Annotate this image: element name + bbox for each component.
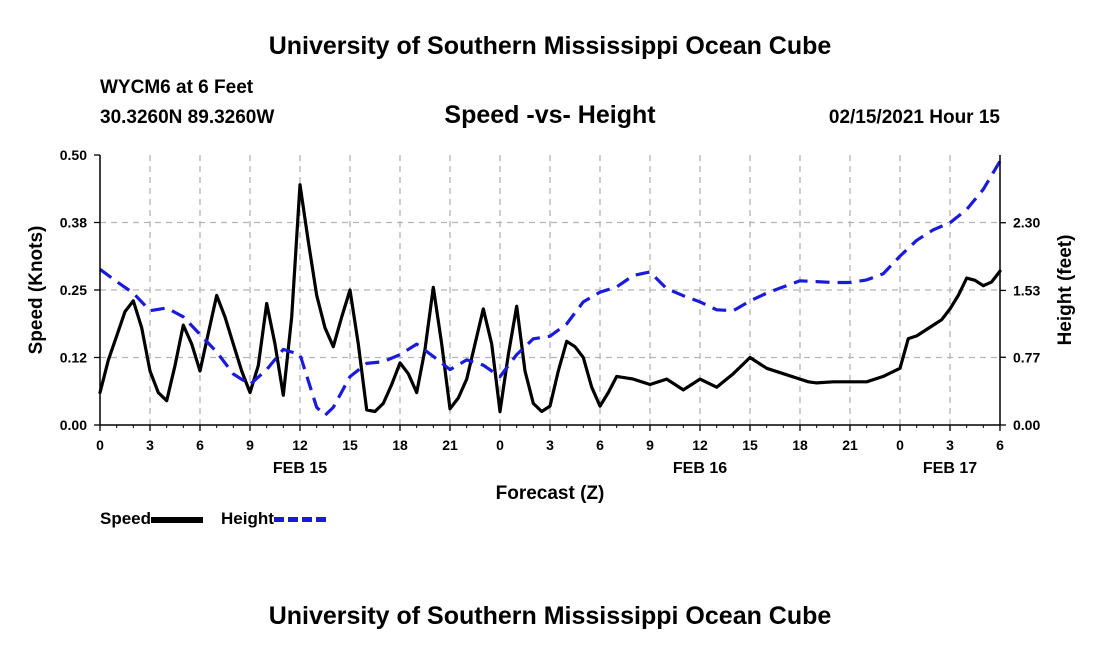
x-tick-label: 12 <box>292 437 308 453</box>
x-tick-label: 15 <box>342 437 358 453</box>
x-tick-label: 0 <box>96 437 104 453</box>
y-axis-label-right: Height (feet) <box>1055 234 1076 346</box>
series-line-height <box>99 160 1002 417</box>
x-tick-label: 9 <box>646 437 654 453</box>
legend-speed-swatch <box>151 516 204 523</box>
x-tick-label: 12 <box>692 437 708 453</box>
y-tick-label-left: 0.38 <box>60 215 87 231</box>
x-tick-label: 15 <box>742 437 758 453</box>
legend-speed-label: Speed <box>100 509 152 528</box>
series-line-speed <box>98 183 1002 414</box>
series-lines <box>98 160 1002 417</box>
y-tick-label-left: 0.12 <box>60 350 87 366</box>
axis-ticks: 0 3 6 9 12 15 18 21 0 3 6 9 12 15 18 21 0 3 6 FEB 15 FEB 16 F… <box>60 147 1041 477</box>
x-tick-label: 0 <box>496 437 504 453</box>
grid-lines <box>100 155 1000 425</box>
x-tick-label: 0 <box>896 437 904 453</box>
x-tick-label: 6 <box>596 437 604 453</box>
forecast-datetime: 02/15/2021 Hour 15 <box>828 107 1000 128</box>
station-coordinates: 30.3260N 89.3260W <box>100 107 275 128</box>
x-date-label: FEB 15 <box>273 460 327 477</box>
x-tick-label: 6 <box>196 437 204 453</box>
y-axis-label-left: Speed (Knots) <box>26 225 47 355</box>
x-tick-label: 9 <box>246 437 254 453</box>
x-axis-label: Forecast (Z) <box>495 483 605 504</box>
x-date-label: FEB 16 <box>673 460 727 477</box>
y-tick-label-right: 1.53 <box>1013 282 1040 298</box>
legend: Speed Height <box>100 509 326 529</box>
station-name: WYCM6 at 6 Feet <box>100 77 254 98</box>
y-tick-label-left: 0.25 <box>60 282 87 298</box>
banner-title-top: University of Southern Mississippi Ocean… <box>268 32 832 60</box>
y-tick-label-right: 2.30 <box>1013 215 1040 231</box>
x-tick-label: 21 <box>442 437 458 453</box>
y-tick-label-left: 0.00 <box>60 417 87 433</box>
y-tick-label-right: 0.00 <box>1013 417 1040 433</box>
chart-title: Speed -vs- Height <box>444 101 656 129</box>
legend-height-label: Height <box>221 509 274 528</box>
banner-title-bottom: University of Southern Mississippi Ocean… <box>268 602 832 630</box>
x-tick-label: 6 <box>996 437 1004 453</box>
legend-height-swatch <box>273 517 326 523</box>
x-tick-label: 3 <box>946 437 954 453</box>
x-date-label: FEB 17 <box>923 460 977 477</box>
x-tick-label: 18 <box>392 437 408 453</box>
x-tick-label: 3 <box>146 437 154 453</box>
y-tick-label-left: 0.50 <box>60 147 87 163</box>
x-tick-label: 3 <box>546 437 554 453</box>
y-tick-label-right: 0.77 <box>1013 349 1040 365</box>
x-tick-label: 21 <box>842 437 858 453</box>
x-tick-label: 18 <box>792 437 808 453</box>
